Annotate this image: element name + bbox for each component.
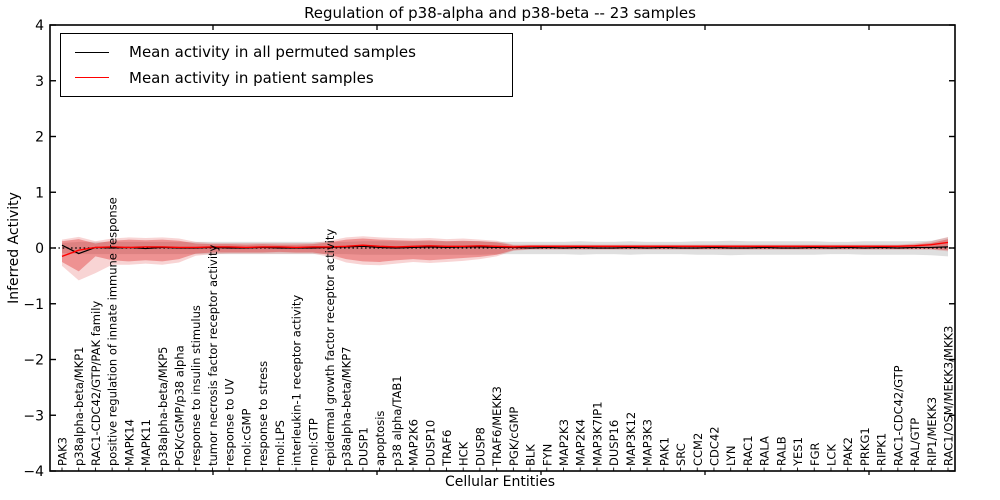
y-tick-label: 4 — [35, 18, 44, 34]
x-tick-label: MAP3K3 — [641, 419, 655, 466]
x-tick-label: p38alpha-beta/MKP7 — [340, 347, 354, 466]
x-tick-label: RAL/GTP — [908, 418, 922, 466]
x-tick-label: DUSP10 — [423, 420, 437, 466]
x-tick-label: response to UV — [223, 378, 237, 466]
x-tick-label: response to insulin stimulus — [189, 305, 203, 466]
x-tick-label: TRAF6/MEKK3 — [490, 386, 504, 467]
x-tick-label: p38alpha-beta/MKP1 — [72, 347, 86, 466]
x-tick-label: RAC1-CDC42/GTP/PAK family — [89, 301, 103, 466]
x-tick-label: FGR — [808, 442, 822, 466]
x-tick-label: apoptosis — [373, 411, 387, 466]
x-tick-label: CDC42 — [707, 426, 721, 466]
x-tick-label: PAK1 — [657, 437, 671, 466]
legend-entry: Mean activity in all permuted samples — [75, 43, 512, 61]
x-tick-label: RALA — [758, 436, 772, 466]
x-tick-label: RIP1/MEKK3 — [925, 397, 939, 466]
x-tick-label: MAP2K6 — [407, 419, 421, 466]
x-axis-title: Cellular Entities — [444, 474, 556, 490]
x-tick-label: response to stress — [256, 361, 270, 466]
x-tick-label: PRKG1 — [858, 427, 872, 466]
legend-entry-label: Mean activity in all permuted samples — [129, 43, 416, 62]
y-tick-label: 1 — [35, 185, 44, 201]
x-tick-label: LCK — [824, 444, 838, 466]
y-tick-label: 0 — [35, 241, 44, 257]
x-tick-label: DUSP8 — [473, 427, 487, 466]
x-tick-label: RAC1/OSM/MEKK3/MKK3 — [942, 326, 956, 466]
y-tick-label: 2 — [35, 130, 44, 146]
x-tick-label: interleukin-1 receptor activity — [290, 295, 304, 466]
x-tick-label: MAP3K7IP1 — [590, 401, 604, 466]
x-tick-label: tumor necrosis factor receptor activity — [206, 244, 220, 466]
x-tick-label: MAP2K3 — [557, 419, 571, 466]
x-tick-label: MAPK14 — [122, 419, 136, 466]
y-tick-label: −1 — [23, 297, 44, 313]
legend-line-icon — [75, 51, 109, 53]
x-tick-label: BLK — [524, 444, 538, 466]
x-tick-label: CCM2 — [691, 433, 705, 466]
y-tick-label: 3 — [35, 74, 44, 90]
x-tick-label: MAP2K4 — [574, 419, 588, 466]
x-tick-label: p38alpha-beta/MKP5 — [156, 347, 170, 466]
x-tick-label: p38 alpha/TAB1 — [390, 375, 404, 466]
x-tick-label: mol:GTP — [306, 418, 320, 466]
legend-line-icon — [75, 77, 109, 79]
x-tick-label: PGK/cGMP — [507, 407, 521, 466]
x-tick-label: DUSP16 — [607, 420, 621, 466]
x-tick-label: RAC1-CDC42/GTP — [891, 365, 905, 466]
x-tick-label: HCK — [457, 441, 471, 466]
x-tick-label: positive regulation of innate immune res… — [106, 197, 120, 466]
x-tick-label: RALB — [774, 436, 788, 466]
x-tick-label: epidermal growth factor receptor activit… — [323, 229, 337, 466]
x-tick-label: PGK/cGMP/p38 alpha — [173, 345, 187, 466]
x-tick-label: YES1 — [791, 437, 805, 467]
x-tick-label: FYN — [540, 444, 554, 466]
x-tick-label: TRAF6 — [440, 430, 454, 467]
chart-title: Regulation of p38-alpha and p38-beta -- … — [304, 4, 696, 22]
x-tick-label: RAC1 — [741, 435, 755, 466]
x-tick-label: LYN — [724, 445, 738, 466]
x-tick-label: MAP3K12 — [624, 412, 638, 466]
x-tick-label: mol:cGMP — [239, 409, 253, 466]
x-tick-label: SRC — [674, 443, 688, 466]
legend: Mean activity in all permuted samples Mea… — [60, 33, 513, 97]
x-tick-label: PAK3 — [56, 437, 70, 466]
x-tick-label: mol:LPS — [273, 420, 287, 466]
y-tick-label: −2 — [23, 353, 44, 369]
y-tick-label: −3 — [23, 408, 44, 424]
x-tick-label: RIPK1 — [875, 433, 889, 466]
x-tick-label: DUSP1 — [356, 427, 370, 466]
legend-entry: Mean activity in patient samples — [75, 69, 512, 87]
patient-mean-line — [61, 241, 949, 258]
legend-entry-label: Mean activity in patient samples — [129, 68, 374, 87]
x-tick-label: PAK2 — [841, 437, 855, 466]
y-tick-label: −4 — [23, 464, 44, 480]
x-tick-label: MAPK11 — [139, 419, 153, 466]
